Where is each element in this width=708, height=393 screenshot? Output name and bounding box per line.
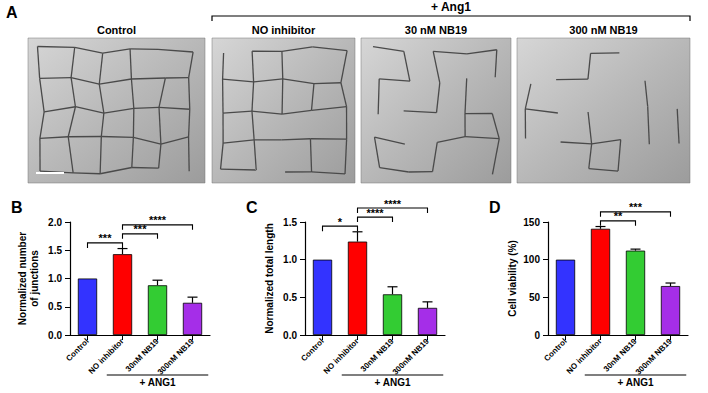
svg-text:NO inhibitor: NO inhibitor — [87, 337, 126, 376]
svg-text:of junctions: of junctions — [29, 250, 40, 307]
svg-text:+ ANG1: + ANG1 — [139, 377, 175, 388]
svg-text:+ ANG1: + ANG1 — [374, 377, 410, 388]
svg-text:300nM NB19: 300nM NB19 — [634, 336, 674, 376]
svg-text:***: *** — [99, 232, 113, 244]
svg-text:0.0: 0.0 — [48, 330, 62, 341]
svg-text:300 nM NB19: 300 nM NB19 — [569, 24, 637, 36]
svg-text:150: 150 — [523, 217, 540, 228]
svg-text:0.5: 0.5 — [48, 301, 62, 312]
svg-text:0.0: 0.0 — [283, 330, 297, 341]
svg-text:****: **** — [149, 214, 167, 226]
svg-text:30 nM NB19: 30 nM NB19 — [405, 24, 467, 36]
svg-text:100: 100 — [523, 254, 540, 265]
svg-text:1.0: 1.0 — [48, 273, 62, 284]
svg-text:****: **** — [384, 198, 402, 210]
svg-text:0.5: 0.5 — [283, 292, 297, 303]
svg-text:NO inhibitor: NO inhibitor — [565, 337, 604, 376]
svg-text:Control: Control — [64, 337, 90, 363]
svg-text:300nM NB19: 300nM NB19 — [156, 336, 196, 376]
svg-text:Cell viability (%): Cell viability (%) — [507, 240, 518, 317]
svg-text:D: D — [489, 199, 501, 216]
svg-text:0: 0 — [534, 330, 540, 341]
svg-text:NO inhibitor: NO inhibitor — [322, 337, 361, 376]
svg-text:Normalized number: Normalized number — [17, 232, 28, 325]
svg-text:Normalized total length: Normalized total length — [264, 223, 275, 334]
svg-text:***: *** — [629, 201, 643, 213]
svg-text:A: A — [6, 4, 18, 21]
svg-text:30nM NB19: 30nM NB19 — [124, 336, 161, 373]
svg-text:300nM NB19: 300nM NB19 — [391, 336, 431, 376]
svg-text:30nM NB19: 30nM NB19 — [359, 336, 396, 373]
svg-text:1.5: 1.5 — [48, 245, 62, 256]
svg-text:50: 50 — [529, 292, 541, 303]
svg-text:+ ANG1: + ANG1 — [617, 377, 653, 388]
svg-text:C: C — [246, 199, 258, 216]
svg-text:1.5: 1.5 — [283, 217, 297, 228]
svg-text:1.0: 1.0 — [283, 254, 297, 265]
svg-text:Control: Control — [97, 24, 136, 36]
svg-text:30nM NB19: 30nM NB19 — [602, 336, 639, 373]
svg-text:NO inhibitor: NO inhibitor — [252, 24, 316, 36]
svg-text:*: * — [338, 216, 343, 228]
svg-text:B: B — [11, 199, 23, 216]
svg-text:Control: Control — [299, 337, 325, 363]
svg-text:2.0: 2.0 — [48, 217, 62, 228]
svg-text:+ Ang1: + Ang1 — [431, 0, 471, 14]
svg-text:Control: Control — [542, 337, 568, 363]
